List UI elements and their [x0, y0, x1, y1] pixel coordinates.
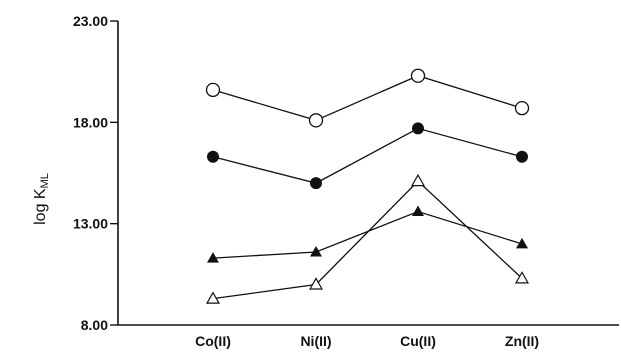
- x-tick-label: Ni(II): [300, 333, 331, 349]
- data-point-filled-triangle: [412, 205, 424, 217]
- data-point-open-circle: [514, 100, 530, 116]
- data-point-open-triangle: [205, 291, 221, 304]
- data-point-open-circle: [308, 113, 324, 128]
- x-tick-label: Cu(II): [400, 333, 436, 349]
- data-point-filled-circle: [310, 177, 322, 190]
- data-point-filled-circle: [412, 122, 424, 135]
- series-line: [212, 180, 523, 300]
- series-group: [205, 68, 530, 304]
- series-line: [212, 127, 523, 184]
- y-axis-title-main: log K: [32, 188, 49, 225]
- data-point-open-triangle: [308, 277, 324, 290]
- axes: [117, 21, 619, 326]
- data-point-filled-triangle: [310, 246, 322, 257]
- y-tick-label: 23.00: [73, 13, 108, 29]
- series-line: [212, 210, 523, 259]
- y-ticks: 8.00 13.00 18.00 23.00: [73, 13, 118, 333]
- data-point-filled-circle: [207, 150, 219, 163]
- x-tick-labels: Co(II) Ni(II) Cu(II) Zn(II): [195, 333, 539, 349]
- series-4: [205, 173, 530, 304]
- data-point-open-circle: [410, 68, 426, 83]
- y-tick-label: 13.00: [73, 216, 108, 232]
- series-3: [207, 205, 528, 263]
- y-axis-title: log KML: [32, 173, 51, 225]
- data-point-filled-triangle: [207, 252, 219, 263]
- y-tick-label: 18.00: [73, 114, 108, 130]
- y-axis-title-subscript: ML: [39, 173, 51, 188]
- data-point-filled-triangle: [516, 237, 528, 249]
- data-point-open-circle: [205, 82, 221, 98]
- series-1: [205, 68, 530, 128]
- y-tick-label: 8.00: [81, 317, 108, 333]
- x-tick-label: Zn(II): [505, 333, 539, 349]
- data-point-open-triangle: [514, 271, 530, 284]
- data-point-open-triangle: [410, 173, 426, 187]
- series-2: [207, 122, 528, 190]
- data-point-filled-circle: [516, 150, 528, 163]
- x-tick-label: Co(II): [195, 333, 231, 349]
- series-line: [212, 75, 523, 121]
